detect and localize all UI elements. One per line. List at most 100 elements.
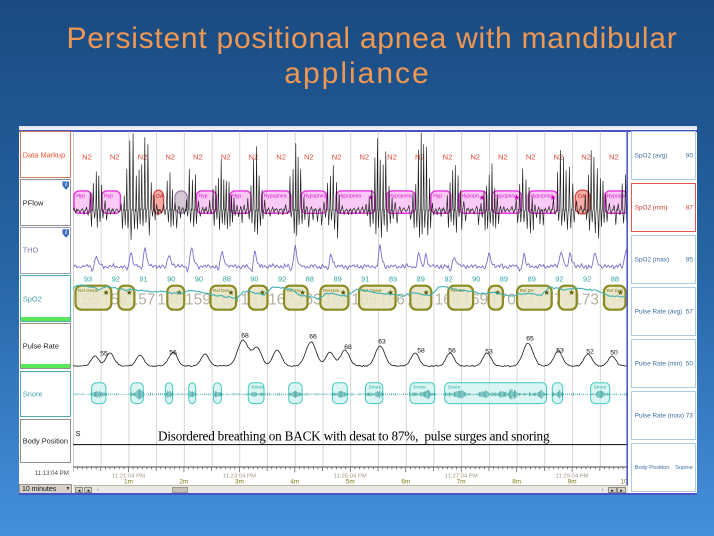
svg-text:7m: 7m bbox=[457, 478, 466, 485]
svg-text:11:23:04 PM: 11:23:04 PM bbox=[223, 473, 256, 479]
svg-text:66: 66 bbox=[309, 333, 317, 340]
svg-text:★: ★ bbox=[617, 288, 624, 297]
svg-text:93: 93 bbox=[84, 274, 92, 283]
svg-text:4m: 4m bbox=[290, 478, 299, 485]
svg-text:★: ★ bbox=[126, 288, 133, 297]
svg-text:56: 56 bbox=[448, 347, 456, 354]
svg-text:★: ★ bbox=[176, 288, 183, 297]
svg-text:OA: OA bbox=[156, 194, 164, 200]
svg-text:N2: N2 bbox=[498, 152, 508, 161]
svg-text:N2: N2 bbox=[470, 152, 480, 161]
svg-text:OA: OA bbox=[578, 194, 586, 200]
svg-text:N2: N2 bbox=[110, 152, 120, 161]
svg-text:90: 90 bbox=[195, 274, 203, 283]
svg-text:N2: N2 bbox=[193, 152, 203, 161]
svg-text:11:25:04 PM: 11:25:04 PM bbox=[334, 473, 367, 479]
svg-text:90: 90 bbox=[167, 274, 175, 283]
svg-text:Hyp: Hyp bbox=[199, 194, 208, 200]
svg-text:5m: 5m bbox=[346, 478, 355, 485]
svg-text:Hypopnea: Hypopnea bbox=[304, 194, 327, 200]
svg-text:N2: N2 bbox=[526, 152, 536, 161]
svg-text:Snore: Snore bbox=[369, 385, 382, 391]
svg-text:58: 58 bbox=[417, 347, 425, 354]
svg-text:Rel Des: Rel Des bbox=[607, 288, 624, 293]
svg-text:Snore: Snore bbox=[448, 385, 461, 391]
svg-text:Hypopnea: Hypopnea bbox=[338, 194, 361, 200]
svg-text:★: ★ bbox=[513, 193, 520, 202]
svg-text:55: 55 bbox=[100, 350, 108, 357]
svg-text:Hyp: Hyp bbox=[104, 194, 113, 200]
svg-text:9m: 9m bbox=[568, 478, 577, 485]
svg-text:Hypopnea: Hypopnea bbox=[264, 194, 287, 200]
svg-text:Hyp: Hyp bbox=[232, 194, 241, 200]
svg-text:Snore: Snore bbox=[594, 385, 607, 391]
svg-text:Snore: Snore bbox=[251, 385, 264, 391]
svg-text:89: 89 bbox=[417, 274, 425, 283]
svg-text:92: 92 bbox=[112, 274, 120, 283]
svg-text:N2: N2 bbox=[249, 152, 259, 161]
svg-text:N2: N2 bbox=[165, 152, 175, 161]
svg-text:N2: N2 bbox=[276, 152, 286, 161]
svg-text:1m: 1m bbox=[124, 478, 133, 485]
svg-text:53: 53 bbox=[485, 348, 493, 355]
svg-text:N2: N2 bbox=[304, 152, 314, 161]
svg-text:11:21:04 PM: 11:21:04 PM bbox=[112, 473, 145, 479]
svg-text:Hypopnea: Hypopnea bbox=[607, 194, 628, 200]
svg-text:Hyp: Hyp bbox=[76, 194, 85, 200]
svg-text:68: 68 bbox=[241, 332, 249, 339]
svg-text:68: 68 bbox=[344, 344, 352, 351]
svg-text:Rel Desat: Rel Desat bbox=[78, 288, 99, 293]
svg-text:N2: N2 bbox=[443, 152, 453, 161]
svg-text:89: 89 bbox=[500, 274, 508, 283]
svg-text:159: 159 bbox=[185, 291, 211, 308]
svg-text:Hypopn: Hypopn bbox=[461, 194, 478, 200]
svg-text:N2: N2 bbox=[581, 152, 591, 161]
svg-text:★: ★ bbox=[367, 193, 374, 202]
svg-text:90: 90 bbox=[250, 274, 258, 283]
svg-text:88: 88 bbox=[306, 274, 314, 283]
svg-text:Disordered breathing on BACK w: Disordered breathing on BACK with desat … bbox=[158, 428, 550, 443]
svg-text:88: 88 bbox=[223, 274, 231, 283]
svg-text:8m: 8m bbox=[512, 478, 521, 485]
svg-text:92: 92 bbox=[444, 274, 452, 283]
svg-text:92: 92 bbox=[555, 274, 563, 283]
svg-text:Rel De: Rel De bbox=[520, 288, 534, 293]
svg-text:★: ★ bbox=[387, 288, 394, 297]
svg-text:S: S bbox=[76, 429, 81, 438]
svg-text:★: ★ bbox=[340, 288, 347, 297]
svg-text:N2: N2 bbox=[415, 152, 425, 161]
svg-text:N2: N2 bbox=[138, 152, 148, 161]
svg-text:N2: N2 bbox=[82, 152, 92, 161]
svg-text:11:29:04 PM: 11:29:04 PM bbox=[556, 473, 589, 479]
svg-text:63: 63 bbox=[378, 338, 386, 345]
svg-text:92: 92 bbox=[583, 274, 591, 283]
svg-text:6m: 6m bbox=[401, 478, 410, 485]
svg-text:50: 50 bbox=[610, 349, 618, 356]
svg-text:Rel Desat: Rel Desat bbox=[362, 288, 383, 293]
svg-text:★: ★ bbox=[550, 193, 557, 202]
svg-text:★: ★ bbox=[259, 288, 266, 297]
svg-text:★: ★ bbox=[479, 193, 486, 202]
svg-text:N2: N2 bbox=[359, 152, 369, 161]
svg-text:91: 91 bbox=[361, 274, 369, 283]
svg-text:Hyp: Hyp bbox=[433, 194, 442, 200]
svg-text:157: 157 bbox=[130, 291, 156, 308]
svg-text:Rel Des: Rel Des bbox=[323, 288, 340, 293]
svg-text:3m: 3m bbox=[235, 478, 244, 485]
svg-text:52: 52 bbox=[586, 348, 594, 355]
svg-text:★: ★ bbox=[543, 288, 550, 297]
svg-text:★: ★ bbox=[299, 288, 306, 297]
svg-text:N2: N2 bbox=[609, 152, 619, 161]
svg-text:N2: N2 bbox=[387, 152, 397, 161]
svg-text:Hypopnea: Hypopnea bbox=[530, 194, 553, 200]
svg-text:89: 89 bbox=[389, 274, 397, 283]
svg-text:10: 10 bbox=[620, 478, 628, 485]
svg-text:★: ★ bbox=[228, 288, 235, 297]
svg-text:2m: 2m bbox=[179, 478, 188, 485]
svg-text:11:27:04 PM: 11:27:04 PM bbox=[445, 473, 478, 479]
svg-text:N2: N2 bbox=[554, 152, 564, 161]
svg-text:Hypopnea: Hypopnea bbox=[494, 194, 517, 200]
svg-text:★: ★ bbox=[494, 288, 501, 297]
svg-text:90: 90 bbox=[472, 274, 480, 283]
svg-text:Rel Des: Rel Des bbox=[213, 288, 230, 293]
